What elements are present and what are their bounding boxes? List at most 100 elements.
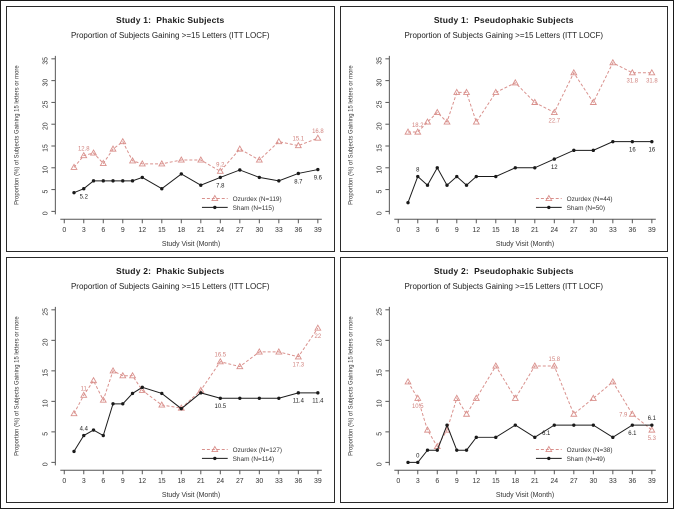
y-tick-label: 0 — [42, 211, 49, 215]
triangle-marker — [608, 58, 616, 66]
dot-marker — [160, 391, 164, 396]
chart-title: Study 1: Pseudophakic Subjects — [433, 15, 574, 25]
y-axis: 0 5 10 15 20 25 Proportion (%) of Subjects Gai… — [15, 306, 56, 466]
point-labels-sham: 8 12 16 16 — [416, 148, 656, 174]
data-label: 0 — [416, 453, 420, 459]
panel-study2-pseudophakic: Study 2: Pseudophakic Subjects Proportio… — [339, 257, 668, 503]
legend-label: Ozurdex (N=44) — [566, 196, 612, 203]
dot-marker — [552, 157, 556, 161]
triangle-marker — [216, 167, 224, 174]
x-tick-label: 6 — [101, 478, 105, 485]
dot-marker — [316, 167, 320, 172]
x-tick-label: 24 — [216, 478, 224, 485]
triangle-marker — [89, 149, 98, 156]
y-tick-label: 5 — [42, 432, 49, 436]
triangle-marker — [569, 410, 577, 417]
triangle-marker — [413, 394, 421, 401]
triangle-marker — [530, 362, 538, 369]
x-tick-label: 39 — [314, 227, 322, 234]
y-tick-label: 15 — [42, 144, 49, 152]
triangle-marker — [647, 68, 655, 76]
triangle-marker — [109, 145, 117, 152]
x-tick-label: 36 — [294, 227, 302, 234]
triangle-marker — [119, 137, 127, 145]
x-tick-label: 3 — [82, 227, 86, 234]
dot-marker — [218, 396, 222, 400]
triangle-marker — [413, 128, 421, 135]
dot-marker — [257, 396, 262, 400]
y-tick-label: 25 — [42, 100, 49, 108]
dot-marker — [513, 423, 517, 427]
y-tick-label: 15 — [376, 369, 383, 377]
dot-marker — [277, 396, 281, 400]
data-label: 11 — [81, 386, 88, 392]
data-label: 6.1 — [542, 431, 551, 437]
dot-marker — [464, 183, 468, 187]
y-tick-label: 20 — [42, 122, 49, 130]
x-tick-label: 30 — [255, 478, 263, 485]
legend-dot-marker — [213, 456, 217, 461]
dot-marker — [591, 148, 595, 153]
x-tick-label: 33 — [608, 227, 616, 234]
y-axis-title: Proportion (%) of Subjects Gaining 15 le… — [15, 65, 21, 205]
triangle-marker — [70, 409, 78, 417]
y-tick-label: 15 — [376, 144, 383, 152]
dot-marker — [82, 187, 86, 191]
dot-marker — [630, 139, 634, 144]
triangle-marker — [462, 88, 470, 95]
series-sham — [405, 423, 654, 465]
y-tick-label: 0 — [376, 462, 383, 466]
y-axis-title: Proportion (%) of Subjects Gaining 15 le… — [348, 316, 354, 456]
triangle-marker — [138, 386, 146, 393]
triangle-marker — [177, 156, 185, 163]
dot-marker — [82, 433, 86, 438]
triangle-marker — [314, 134, 322, 141]
y-tick-label: 30 — [42, 79, 49, 87]
x-tick-label: 21 — [530, 227, 538, 234]
triangle-marker — [608, 377, 616, 385]
triangle-marker — [472, 394, 480, 401]
data-label: 8 — [416, 168, 420, 174]
triangle-marker — [550, 362, 558, 369]
dot-marker — [493, 435, 497, 440]
legend-label: Ozurdex (N=127) — [233, 447, 282, 454]
y-tick-label: 10 — [42, 399, 49, 407]
series-sham — [405, 139, 654, 205]
chart-title: Study 2: Pseudophakic Subjects — [433, 266, 574, 276]
legend-label: Sham (N=49) — [566, 456, 604, 463]
dot-marker — [435, 166, 439, 170]
triangle-marker — [197, 156, 205, 163]
dot-marker — [532, 435, 536, 440]
data-label: 8.7 — [294, 179, 302, 185]
legend-triangle-marker — [544, 194, 552, 202]
triangle-marker — [236, 362, 244, 370]
triangle-marker — [80, 391, 88, 398]
x-tick-label: 9 — [121, 478, 125, 485]
triangle-marker — [275, 348, 283, 355]
triangle-marker — [452, 394, 460, 401]
data-label: 10.5 — [215, 404, 227, 410]
dot-marker — [179, 172, 183, 176]
triangle-marker — [403, 128, 412, 135]
dot-marker — [610, 139, 615, 144]
legend-triangle-marker — [211, 445, 219, 453]
x-axis-title: Study Visit (Month) — [495, 241, 553, 248]
triangle-marker — [294, 141, 302, 149]
dot-marker — [218, 175, 222, 180]
data-label: 7.9 — [619, 413, 628, 419]
x-tick-label: 9 — [121, 227, 125, 234]
data-label: 5.3 — [647, 436, 656, 442]
triangle-marker — [99, 396, 107, 403]
series-ozurdex — [70, 324, 322, 417]
x-tick-label: 33 — [275, 478, 283, 485]
triangle-marker — [236, 145, 244, 152]
panel-study1-phakic: Study 1: Phakic Subjects Proportion of S… — [6, 6, 335, 252]
dot-marker — [111, 402, 115, 406]
triangle-marker — [550, 108, 558, 115]
x-tick-label: 27 — [569, 227, 577, 234]
dot-marker — [121, 402, 125, 406]
